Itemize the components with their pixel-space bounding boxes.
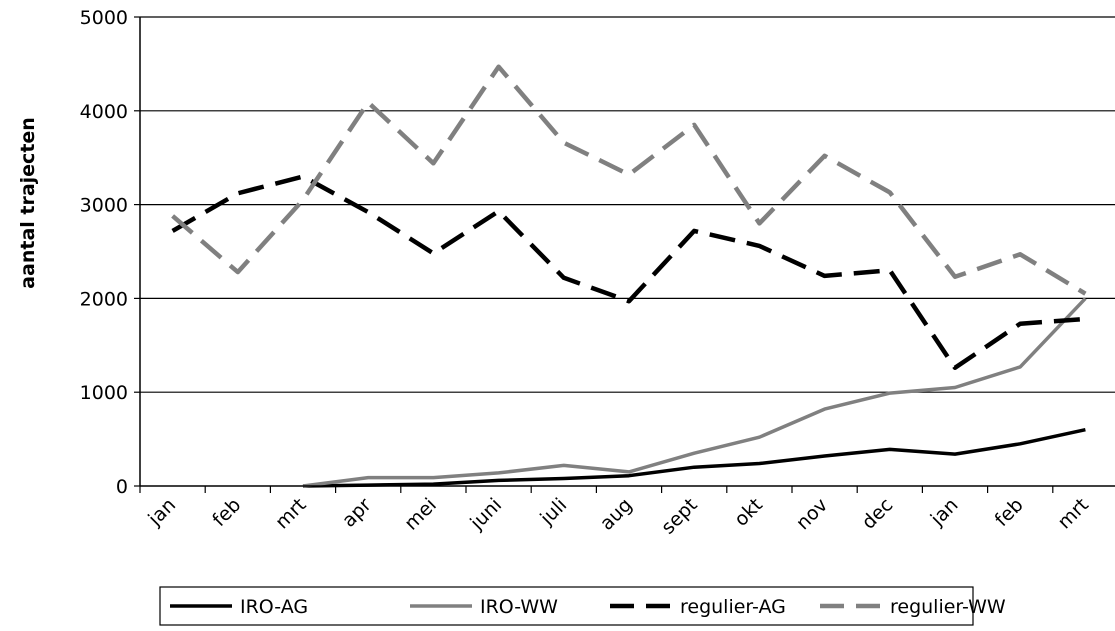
x-tick-label: apr bbox=[338, 494, 376, 532]
series-line-regulier-ww bbox=[171, 64, 1087, 296]
series-line-iro-ww bbox=[302, 297, 1087, 488]
y-tick-label: 2000 bbox=[80, 288, 128, 310]
x-tick-label: feb bbox=[208, 494, 245, 531]
y-tick-label: 5000 bbox=[80, 7, 128, 29]
x-tick-label: jan bbox=[143, 494, 180, 531]
y-tick-label: 4000 bbox=[80, 101, 128, 123]
x-tick-label: juli bbox=[535, 494, 571, 530]
x-tick-label: juni bbox=[465, 494, 506, 535]
x-tick-label: nov bbox=[792, 494, 832, 534]
y-tick-labels: 0 1000 2000 3000 4000 5000 bbox=[80, 7, 128, 498]
legend-label: IRO-WW bbox=[480, 596, 558, 618]
series-line-regulier-ag bbox=[171, 174, 1086, 371]
x-tick-label: aug bbox=[596, 494, 637, 535]
x-tick-labels: jan feb mrt apr mei juni juli aug sept okt nov dec j… bbox=[143, 494, 1093, 539]
x-tick-label: dec bbox=[858, 494, 898, 534]
y-tick-label: 0 bbox=[116, 476, 128, 498]
legend-label: regulier-WW bbox=[890, 596, 1006, 618]
x-tick-label: mei bbox=[400, 494, 441, 535]
x-tick-label: sept bbox=[657, 494, 702, 539]
x-tick-label: okt bbox=[730, 494, 767, 531]
series-line-iro-ag bbox=[302, 427, 1086, 488]
gridlines bbox=[134, 16, 1115, 487]
y-tick-label: 3000 bbox=[80, 195, 128, 217]
x-tick-label: mrt bbox=[271, 494, 310, 533]
y-tick-label: 1000 bbox=[80, 382, 128, 404]
legend-label: regulier-AG bbox=[680, 596, 786, 618]
x-tick-label: mrt bbox=[1053, 494, 1092, 533]
axes bbox=[139, 17, 1115, 493]
x-tick-label: feb bbox=[991, 494, 1028, 531]
series-lines bbox=[171, 64, 1087, 488]
legend-label: IRO-AG bbox=[240, 596, 308, 618]
y-axis-label: aantal trajecten bbox=[17, 117, 39, 289]
x-tick-label: jan bbox=[926, 494, 963, 531]
legend: IRO-AG IRO-WW regulier-AG regulier-WW bbox=[159, 586, 1006, 626]
